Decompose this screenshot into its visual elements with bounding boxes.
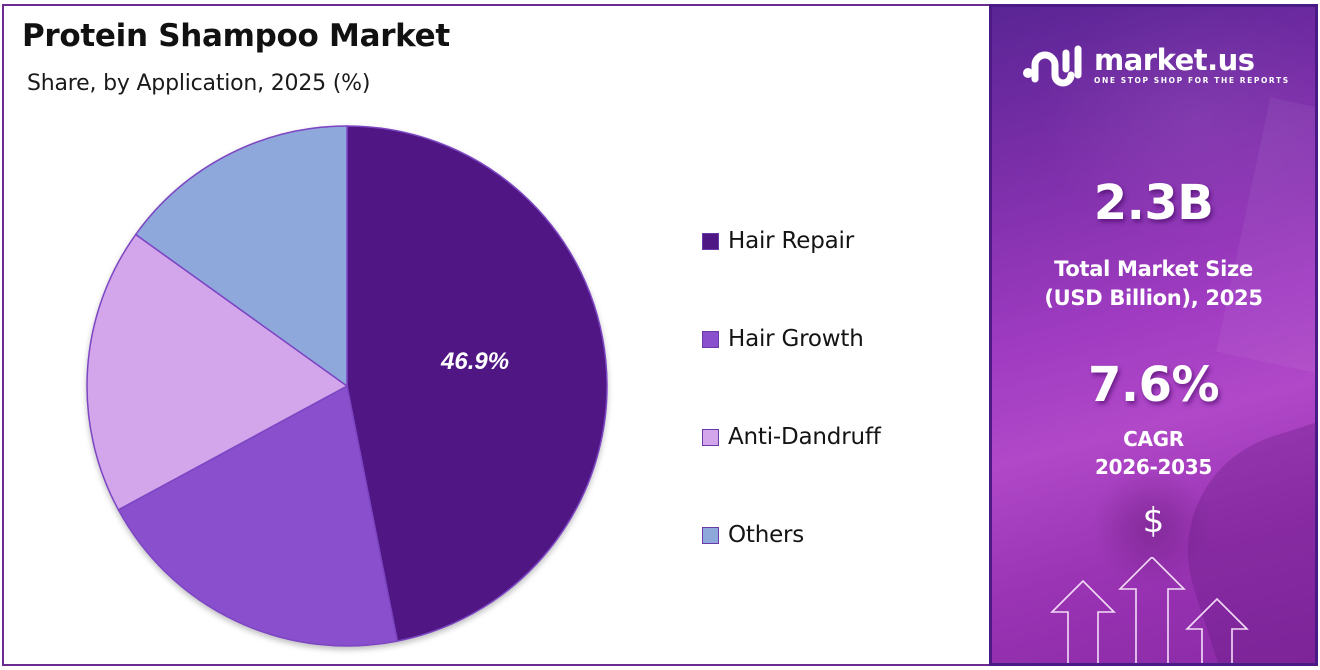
brand-logo: market.us ONE STOP SHOP FOR THE REPORTS [1022, 43, 1290, 87]
market-size-caption-line1: Total Market Size [1054, 257, 1253, 281]
market-size-caption-line2: (USD Billion), 2025 [1044, 286, 1263, 310]
legend-label: Hair Growth [728, 326, 864, 352]
pie-slice-others [134, 125, 348, 388]
background-decoration [1216, 97, 1315, 377]
pie-slice-hair-growth [117, 384, 399, 647]
legend-swatch [702, 526, 719, 544]
stats-sidebar: market.us ONE STOP SHOP FOR THE REPORTS … [989, 4, 1318, 666]
pie-slice-anti-dandruff [86, 233, 349, 511]
pie-slice-hair-repair [346, 125, 608, 642]
legend-swatch [702, 232, 719, 250]
growth-arrows-icon [1050, 557, 1249, 663]
cagr-caption-line1: CAGR [1123, 427, 1184, 451]
legend-swatch [702, 428, 719, 446]
legend-swatch [702, 330, 719, 348]
legend-item-hair-growth: Hair Growth [702, 323, 881, 355]
chart-title: Protein Shampoo Market [22, 18, 450, 54]
market-size-value: 2.3B [1093, 175, 1214, 231]
legend-item-others: Others [702, 519, 881, 551]
legend-item-hair-repair: Hair Repair [702, 225, 881, 257]
legend-label: Others [728, 522, 805, 548]
pie-chart-svg [86, 125, 608, 647]
legend-item-anti-dandruff: Anti-Dandruff [702, 421, 881, 453]
slice-label-hair-repair: 46.9% [441, 348, 510, 375]
legend-label: Anti-Dandruff [728, 424, 881, 450]
chart-subtitle: Share, by Application, 2025 (%) [27, 71, 371, 96]
market-us-logo-icon [1023, 45, 1082, 87]
legend: Hair Repair Hair Growth Anti-Dandruff Ot… [702, 225, 881, 617]
dollar-icon: $ [1142, 501, 1165, 541]
cagr-caption-line2: 2026-2035 [1095, 455, 1212, 479]
brand-tagline: ONE STOP SHOP FOR THE REPORTS [1094, 76, 1290, 85]
legend-label: Hair Repair [728, 228, 854, 254]
brand-name: market.us [1094, 43, 1255, 77]
pie-chart: 46.9% [86, 125, 608, 647]
cagr-value: 7.6% [1087, 357, 1220, 413]
